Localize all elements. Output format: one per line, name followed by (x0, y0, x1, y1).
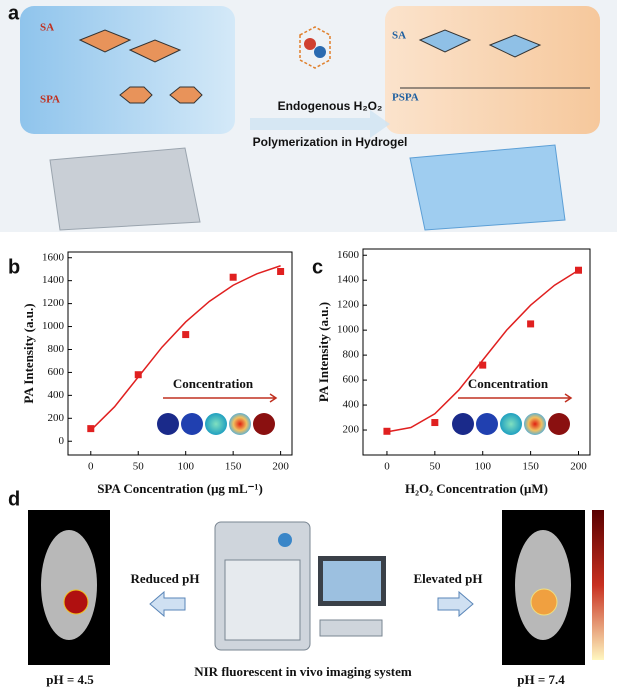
panel-label: d (8, 488, 20, 510)
arrow-text: Polymerization in Hydrogel (253, 135, 408, 149)
pa-image (205, 413, 227, 435)
molecule (314, 46, 326, 58)
x-tick-label: 100 (177, 461, 194, 473)
pa-image (452, 413, 474, 435)
arrow-text: Endogenous H₂O₂ (278, 99, 383, 113)
benzene (119, 86, 203, 104)
pa-image (524, 413, 546, 435)
panel-label: a (8, 2, 20, 24)
x-tick-label: 0 (88, 461, 94, 473)
y-tick-label: 800 (343, 349, 360, 361)
annotation: Concentration (468, 376, 549, 391)
y-tick-label: 1000 (337, 324, 360, 336)
plot-frame (362, 248, 591, 456)
computer (319, 619, 383, 637)
color-bar (592, 510, 604, 660)
x-tick-label: 100 (474, 461, 491, 473)
pa-image (500, 413, 522, 435)
label: SA (392, 30, 406, 42)
sugar-ring (418, 29, 542, 58)
fit-line (386, 269, 579, 433)
arrow (250, 110, 390, 138)
plot-frame (67, 251, 293, 456)
pa-image (548, 413, 570, 435)
data-point (431, 419, 439, 427)
y-tick-label: 200 (48, 412, 65, 424)
y-tick-label: 600 (343, 374, 360, 386)
data-point (479, 361, 487, 369)
data-point (277, 267, 285, 275)
y-tick-label: 800 (48, 343, 65, 355)
data-point (87, 425, 95, 433)
ph-label: pH = 4.5 (46, 672, 94, 687)
label: PSPA (392, 92, 419, 104)
fluorescence (63, 589, 89, 615)
y-tick-label: 200 (343, 424, 360, 436)
x-tick-label: 0 (384, 461, 390, 473)
y-tick-label: 1400 (42, 274, 65, 286)
annotation: Concentration (173, 376, 254, 391)
y-tick-label: 0 (59, 435, 65, 447)
device-knob (278, 533, 292, 547)
y-axis-label: PA Intensity (a.u.) (21, 303, 36, 403)
y-tick-label: 400 (48, 389, 65, 401)
x-axis-label: SPA Concentration (μg mL⁻¹) (97, 481, 263, 496)
label: SA (40, 22, 54, 34)
pa-image (157, 413, 179, 435)
caption: NIR fluorescent in vivo imaging system (194, 664, 412, 679)
pa-image (181, 413, 203, 435)
hydrogel (409, 144, 566, 231)
data-point (527, 320, 535, 328)
panel-label: b (8, 256, 20, 278)
screen (323, 561, 381, 601)
x-tick-label: 50 (133, 461, 145, 473)
data-point (229, 273, 237, 281)
catalyst-hex (299, 26, 331, 69)
arrow-left (149, 590, 186, 618)
mouse (41, 530, 97, 640)
device-door (224, 559, 301, 641)
y-tick-label: 1000 (42, 320, 65, 332)
sugar-ring (78, 29, 182, 63)
y-tick-label: 600 (48, 366, 65, 378)
pa-image (476, 413, 498, 435)
data-point (182, 331, 190, 339)
y-tick-label: 1200 (42, 297, 65, 309)
mouse (515, 530, 571, 640)
y-tick-label: 1200 (337, 299, 360, 311)
x-tick-label: 50 (429, 461, 441, 473)
x-tick-label: 150 (225, 461, 242, 473)
panel-label: c (312, 256, 323, 278)
fluorescence (530, 588, 558, 616)
fit-line (90, 265, 281, 431)
hydrogel (49, 147, 201, 231)
molecule (304, 38, 316, 50)
y-tick-label: 400 (343, 399, 360, 411)
y-tick-label: 1400 (337, 274, 360, 286)
data-point (134, 371, 142, 379)
y-tick-label: 1600 (337, 249, 360, 261)
right-box (385, 6, 600, 134)
x-tick-label: 150 (522, 461, 539, 473)
arrow-text: Reduced pH (131, 571, 200, 586)
pa-image (253, 413, 275, 435)
label: SPA (40, 94, 60, 106)
pa-image (229, 413, 251, 435)
annotation-arrow (458, 393, 573, 403)
x-axis-label: H₂O₂ Concentration (μM) (405, 481, 548, 496)
y-axis-label: PA Intensity (a.u.) (316, 302, 331, 402)
ph-label: pH = 7.4 (517, 672, 565, 687)
x-tick-label: 200 (570, 461, 587, 473)
arrow-right (437, 590, 474, 618)
x-tick-label: 200 (272, 461, 289, 473)
annotation-arrow (163, 393, 278, 403)
y-tick-label: 1600 (42, 251, 65, 263)
arrow-text: Elevated pH (414, 571, 483, 586)
